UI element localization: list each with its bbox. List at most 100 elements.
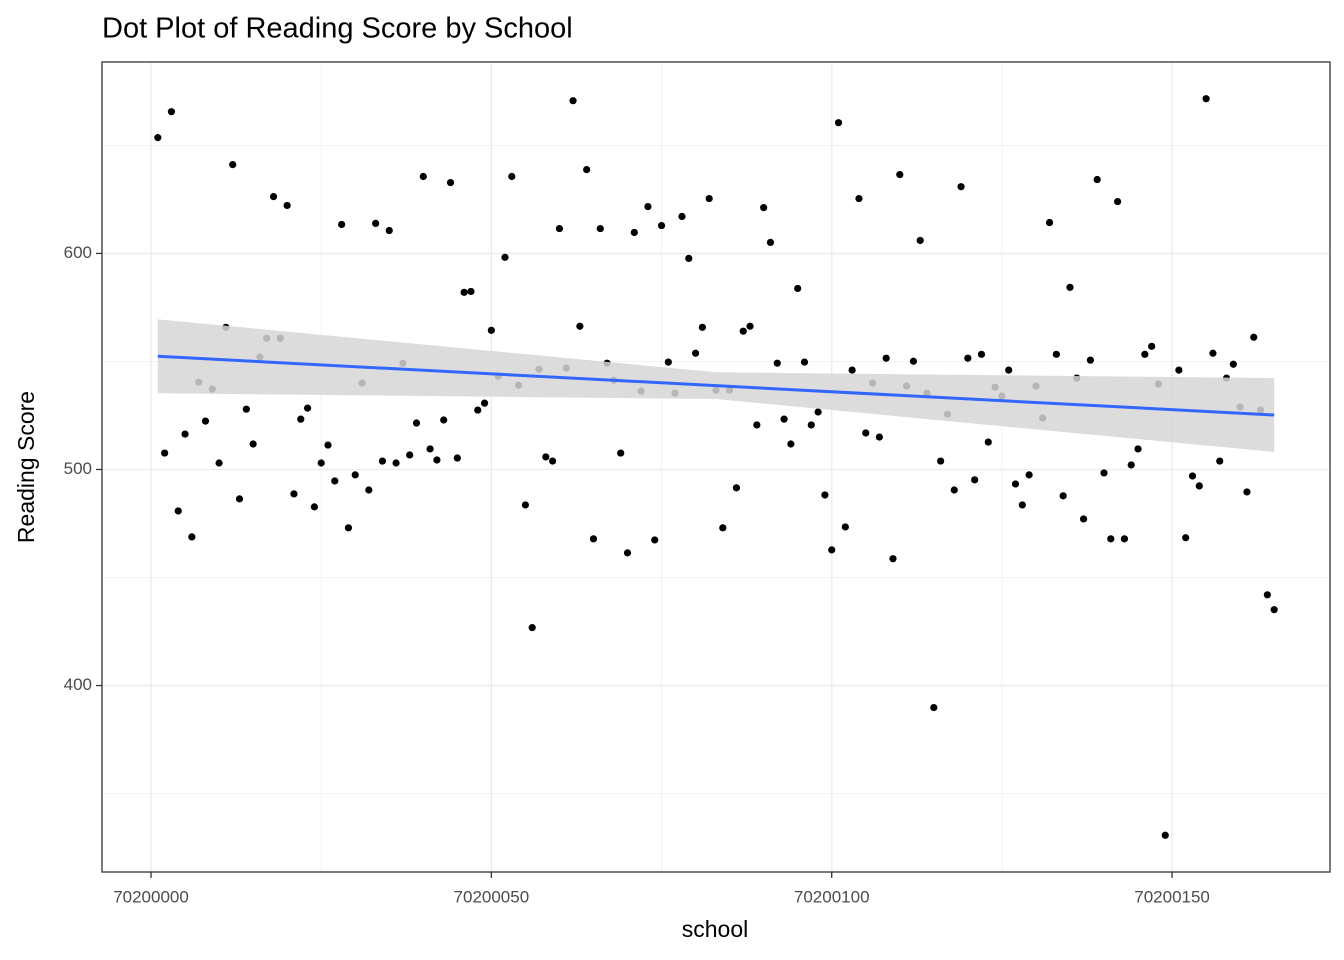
point	[338, 220, 346, 229]
point	[1045, 218, 1054, 227]
point	[848, 366, 856, 374]
point	[426, 445, 434, 453]
point	[937, 457, 945, 465]
point	[964, 354, 972, 362]
point	[862, 429, 870, 437]
point	[1093, 175, 1101, 184]
point	[242, 405, 250, 413]
point	[753, 421, 761, 429]
point	[1216, 457, 1224, 465]
point	[229, 161, 237, 169]
y-tick-label: 400	[64, 675, 92, 694]
point	[351, 471, 359, 479]
point	[542, 453, 550, 461]
point	[446, 178, 455, 187]
point	[875, 433, 883, 441]
point	[971, 476, 979, 484]
point	[1107, 535, 1115, 543]
y-axis-title: Reading Score	[13, 391, 39, 543]
point	[705, 194, 713, 203]
point	[719, 524, 727, 532]
point	[235, 495, 244, 503]
point	[1161, 831, 1169, 839]
point	[651, 536, 659, 544]
point	[773, 359, 781, 367]
point	[1134, 445, 1142, 453]
point	[780, 415, 788, 423]
point	[834, 119, 843, 127]
point	[201, 417, 210, 425]
point	[501, 253, 509, 261]
point	[1270, 606, 1278, 614]
x-tick-label: 70200100	[794, 887, 870, 906]
point	[1250, 333, 1258, 341]
point	[800, 358, 809, 366]
point	[596, 224, 604, 233]
point	[1052, 350, 1060, 358]
point	[331, 477, 339, 485]
point	[950, 486, 958, 494]
point	[249, 440, 257, 448]
point	[1066, 283, 1074, 291]
point	[678, 212, 686, 221]
point	[1148, 342, 1156, 350]
point	[930, 703, 938, 712]
point	[1005, 366, 1013, 374]
point	[787, 440, 795, 448]
point	[474, 406, 482, 414]
point	[188, 533, 196, 541]
point	[766, 238, 775, 247]
point	[1011, 480, 1020, 488]
point	[385, 226, 393, 235]
point	[1127, 461, 1135, 469]
point	[1018, 501, 1026, 509]
x-tick-label: 70200050	[454, 887, 530, 906]
point	[1229, 360, 1237, 368]
point	[487, 326, 495, 334]
point	[957, 183, 965, 191]
point	[365, 486, 373, 494]
point	[406, 451, 414, 459]
y-tick-label: 500	[64, 459, 92, 478]
point	[841, 523, 849, 531]
point	[583, 165, 591, 174]
x-tick-label: 70200150	[1134, 887, 1210, 906]
point	[1079, 515, 1088, 523]
point	[269, 193, 278, 201]
point	[1025, 471, 1033, 479]
point	[760, 204, 768, 212]
point	[324, 441, 332, 449]
point	[882, 354, 890, 362]
point	[1120, 535, 1129, 543]
point	[440, 416, 448, 424]
point	[372, 219, 380, 227]
point	[685, 254, 693, 262]
point	[297, 415, 305, 423]
point	[821, 491, 829, 499]
point	[984, 438, 992, 446]
point	[1209, 349, 1217, 357]
x-tick-label: 70200000	[113, 887, 189, 906]
point	[154, 134, 162, 142]
point	[310, 503, 318, 511]
point	[617, 449, 625, 457]
point	[623, 549, 632, 557]
point	[1086, 356, 1094, 364]
point	[657, 221, 666, 230]
point	[1100, 469, 1108, 477]
x-axis-title: school	[682, 916, 748, 942]
point	[283, 201, 291, 210]
point	[569, 97, 577, 105]
point	[896, 170, 904, 179]
point	[589, 535, 598, 543]
point	[916, 236, 924, 245]
point	[480, 399, 489, 407]
point	[644, 202, 652, 211]
point	[814, 408, 822, 416]
point	[977, 350, 986, 358]
point	[1059, 492, 1067, 500]
point	[453, 454, 461, 462]
point	[303, 404, 312, 412]
